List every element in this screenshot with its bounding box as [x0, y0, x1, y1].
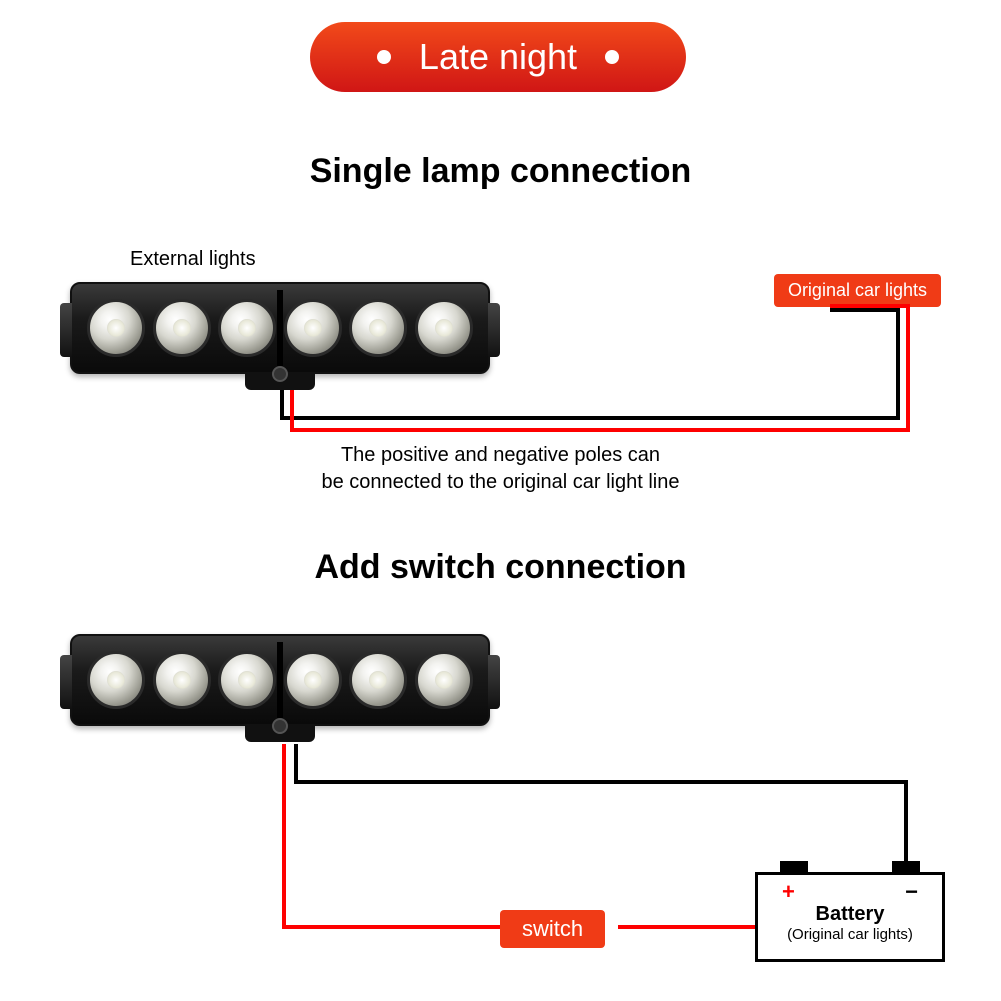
dot-icon — [377, 50, 391, 64]
caption-line: be connected to the original car light l… — [321, 471, 679, 493]
red-wire — [906, 308, 910, 432]
badge-text: Late night — [419, 36, 577, 78]
led-icon — [415, 299, 473, 357]
led-icon — [284, 299, 342, 357]
led-icon — [87, 651, 145, 709]
led-icon — [284, 651, 342, 709]
red-wire — [282, 925, 500, 929]
plus-sign: + — [782, 879, 795, 905]
black-wire — [904, 780, 908, 872]
black-wire — [280, 416, 900, 420]
red-wire — [830, 304, 910, 308]
red-wire — [290, 428, 910, 432]
battery-subtitle: (Original car lights) — [758, 926, 942, 943]
black-wire — [294, 780, 908, 784]
diagram1-caption: The positive and negative poles can be c… — [0, 442, 1001, 496]
red-wire — [282, 744, 286, 929]
led-icon — [349, 299, 407, 357]
dot-icon — [605, 50, 619, 64]
battery-title: Battery — [758, 903, 942, 926]
mount-icon — [245, 372, 315, 390]
section-2-title: Add switch connection — [0, 548, 1001, 587]
led-lamp-bar — [70, 634, 490, 726]
black-wire — [294, 744, 298, 784]
black-wire — [830, 308, 900, 312]
battery-box: + − Battery (Original car lights) — [755, 872, 945, 962]
led-icon — [87, 299, 145, 357]
led-icon — [415, 651, 473, 709]
mount-icon — [245, 724, 315, 742]
battery-terminal-plus-icon — [780, 861, 808, 875]
original-car-lights-box: Original car lights — [774, 274, 941, 307]
switch-box: switch — [500, 910, 605, 948]
section-1-title: Single lamp connection — [0, 152, 1001, 191]
led-icon — [153, 299, 211, 357]
led-icon — [153, 651, 211, 709]
led-icon — [218, 651, 276, 709]
red-wire — [290, 390, 294, 432]
led-lamp-bar — [70, 282, 490, 374]
late-night-badge: Late night — [310, 22, 686, 92]
led-icon — [349, 651, 407, 709]
diagram-single-lamp: External lights Original car lights The … — [0, 230, 1001, 520]
battery-terminal-minus-icon — [892, 861, 920, 875]
diagram-add-switch: switch + − Battery (Original car lights) — [0, 604, 1001, 984]
external-lights-label: External lights — [130, 248, 256, 271]
led-icon — [218, 299, 276, 357]
black-wire — [896, 308, 900, 420]
caption-line: The positive and negative poles can — [341, 444, 660, 466]
minus-sign: − — [905, 879, 918, 905]
